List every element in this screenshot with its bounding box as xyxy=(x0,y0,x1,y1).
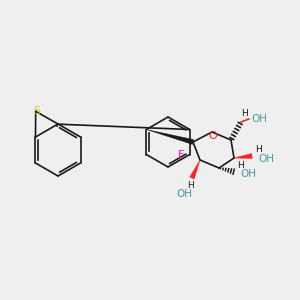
Text: OH: OH xyxy=(251,114,267,124)
Text: OH: OH xyxy=(258,154,274,164)
Text: H: H xyxy=(188,182,194,190)
Text: S: S xyxy=(33,106,40,116)
Text: F: F xyxy=(178,149,184,160)
Polygon shape xyxy=(190,160,200,179)
Polygon shape xyxy=(234,154,252,158)
Text: OH: OH xyxy=(176,189,192,199)
Text: H: H xyxy=(242,109,248,118)
Text: OH: OH xyxy=(240,169,256,179)
Text: O: O xyxy=(208,131,217,141)
Polygon shape xyxy=(146,130,194,144)
Text: H: H xyxy=(237,160,243,169)
Text: H: H xyxy=(256,145,262,154)
